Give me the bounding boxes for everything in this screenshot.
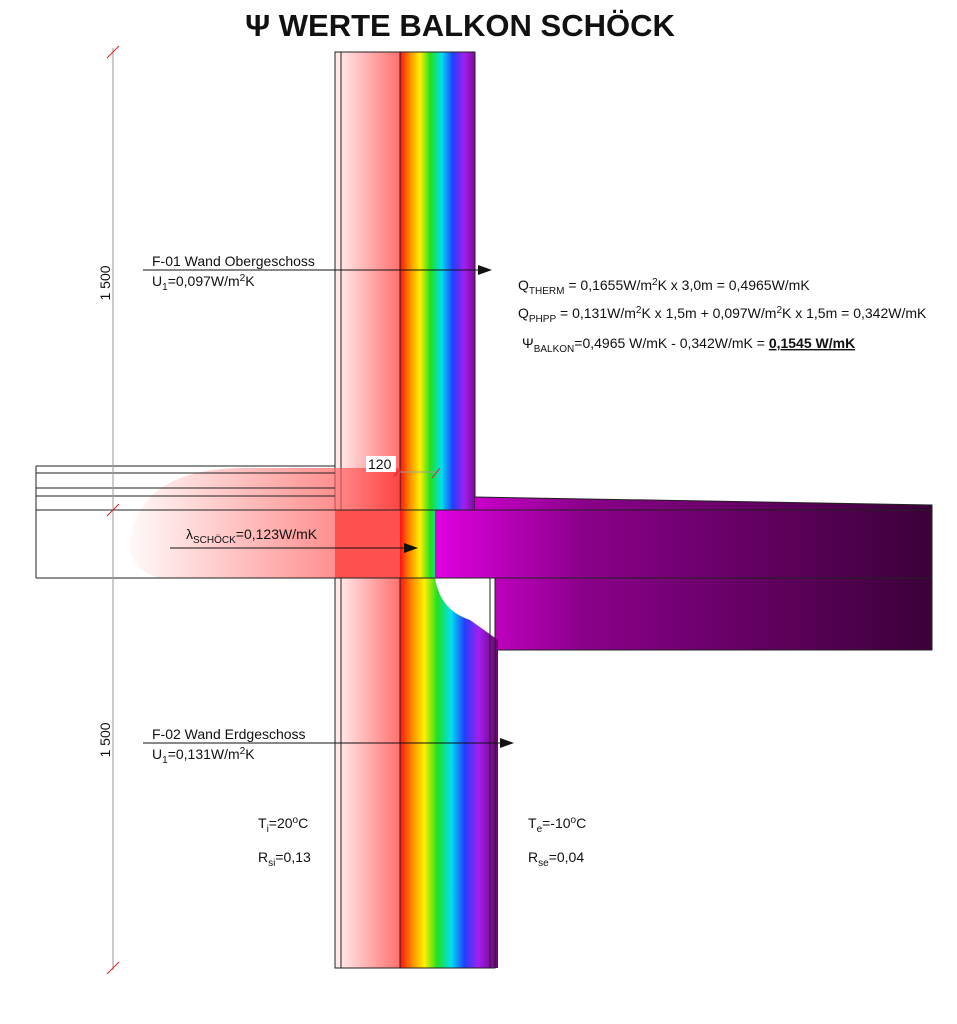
text-part: T xyxy=(258,815,267,831)
text-part: THERM xyxy=(529,286,565,297)
formula: QPHPP = 0,131W/m2K x 1,5m + 0,097W/m2K x… xyxy=(518,305,927,325)
text-part: SCHÖCK xyxy=(193,534,236,546)
text-part: Q xyxy=(518,305,529,321)
formula: QTHERM = 0,1655W/m2K x 3,0m = 0,4965W/mK xyxy=(518,277,810,297)
offset-bg xyxy=(366,456,396,472)
text-part: = 0,1655W/m xyxy=(564,277,652,293)
u-value: U1=0,131W/m2K xyxy=(152,746,255,766)
wall-outline xyxy=(334,577,496,969)
text-part: U xyxy=(152,273,162,289)
text-part: 2 xyxy=(776,305,782,316)
text-part: se xyxy=(538,858,549,869)
text-part: =20 xyxy=(269,815,293,831)
text-part: R xyxy=(528,849,538,865)
arrowhead xyxy=(404,543,418,553)
offset-ticks xyxy=(393,467,441,479)
wall-name: F-01 Wand Obergeschoss xyxy=(152,253,315,269)
text-part: =0,04 xyxy=(549,849,585,865)
text-part: 0,1545 W/mK xyxy=(769,335,855,351)
text-part: =0,123W/mK xyxy=(236,526,318,542)
arrowhead xyxy=(500,738,514,748)
text-part: 1 xyxy=(162,282,168,293)
text-part: e xyxy=(537,824,543,835)
inside-temperature: Ti=20oC xyxy=(258,815,308,835)
text-part: λ xyxy=(186,526,193,542)
text-part: =0,097W/m xyxy=(168,273,240,289)
text-part: o xyxy=(571,815,577,826)
text-part: =0,13 xyxy=(275,849,311,865)
text-part: K x 1,5m + 0,097W/m xyxy=(641,305,776,321)
formula: ΨBALKON=0,4965 W/mK - 0,342W/mK = 0,1545… xyxy=(522,335,855,355)
text-part: 2 xyxy=(636,305,642,316)
outside-temperature: Te=-10oC xyxy=(528,815,586,835)
text-part: Ψ xyxy=(522,335,534,351)
text-part: si xyxy=(268,858,275,869)
wall-plaster xyxy=(335,578,400,968)
text-part: R xyxy=(258,849,268,865)
u-value: U1=0,097W/m2K xyxy=(152,273,255,293)
slab-core xyxy=(335,510,400,578)
dimension-label: 1 500 xyxy=(97,265,113,300)
inside-resistance: Rsi=0,13 xyxy=(258,849,311,869)
text-part: 2 xyxy=(240,273,246,284)
wall-insulation xyxy=(400,52,475,510)
wall-insulation xyxy=(400,578,498,968)
text-part: K x 3,0m = 0,4965W/mK xyxy=(658,277,811,293)
text-part: 2 xyxy=(652,277,658,288)
text-part: o xyxy=(293,815,299,826)
text-part: i xyxy=(267,824,269,835)
text-part: U xyxy=(152,746,162,762)
text-part: K xyxy=(245,273,255,289)
text-part: =0,131W/m xyxy=(168,746,240,762)
text-part: C xyxy=(576,815,586,831)
arrowhead xyxy=(478,265,492,275)
text-part: PHPP xyxy=(529,314,557,325)
balcony-slab xyxy=(435,497,932,650)
text-part: 1 xyxy=(162,755,168,766)
text-part: = 0,131W/m xyxy=(556,305,636,321)
text-part: 2 xyxy=(240,746,246,757)
lambda-label: λSCHÖCK=0,123W/mK xyxy=(186,526,318,546)
text-part: Q xyxy=(518,277,529,293)
text-part: =0,4965 W/mK - 0,342W/mK = xyxy=(574,335,769,351)
text-part: BALKON xyxy=(534,344,575,355)
text-part: =-10 xyxy=(542,815,571,831)
title: Ψ WERTE BALKON SCHÖCK xyxy=(245,8,675,43)
dimension-label: 1 500 xyxy=(97,722,113,757)
outside-resistance: Rse=0,04 xyxy=(528,849,584,869)
text-part: K x 1,5m = 0,342W/mK xyxy=(782,305,927,321)
text-part: K xyxy=(245,746,255,762)
wall-name: F-02 Wand Erdgeschoss xyxy=(152,726,306,742)
text-part: C xyxy=(298,815,308,831)
offset-label: 120 xyxy=(368,456,392,472)
text-part: T xyxy=(528,815,537,831)
wall-plaster xyxy=(335,52,400,510)
dimension-ticks xyxy=(106,45,120,975)
